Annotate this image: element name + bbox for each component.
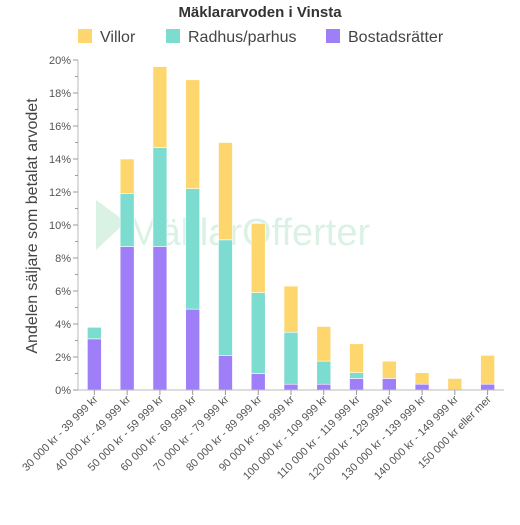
y-tick-label: 4% bbox=[55, 319, 71, 331]
y-tick-label: 2% bbox=[55, 352, 71, 364]
chart-title: Mäklararvoden i Vinsta bbox=[178, 4, 342, 21]
watermark-logo-icon bbox=[96, 200, 126, 250]
bar-segment-radhus-parhus bbox=[119, 193, 135, 247]
bar-segment-bostadsr-tter bbox=[185, 308, 200, 391]
y-tick-label: 18% bbox=[49, 88, 71, 100]
bars bbox=[87, 66, 495, 391]
y-tick-label: 0% bbox=[55, 385, 71, 397]
bar-segment-villor bbox=[185, 79, 200, 190]
bar-segment-bostadsr-tter bbox=[218, 355, 233, 391]
legend-label-bostadsr-tter: Bostadsrätter bbox=[348, 29, 444, 46]
bar-segment-villor bbox=[480, 355, 495, 385]
bar-segment-bostadsr-tter bbox=[250, 373, 266, 391]
bar-segment-bostadsr-tter bbox=[283, 383, 299, 391]
legend-swatch-radhus-parhus bbox=[166, 29, 180, 43]
bar-segment-villor bbox=[382, 360, 397, 379]
bar-segment-bostadsr-tter bbox=[349, 378, 364, 391]
bar-segment-villor bbox=[119, 158, 135, 194]
y-axis-label: Andelen säljare som betalat arvodet bbox=[24, 98, 41, 354]
bar-segment-villor bbox=[152, 66, 168, 148]
legend: Villor Radhus/parhus Bostadsrätter bbox=[78, 29, 444, 46]
bar-segment-bostadsr-tter bbox=[382, 378, 397, 391]
y-axis: 0% 2% 4% 6% 8% 10% 12% 14% 16% 18% 20% bbox=[49, 55, 79, 397]
bar-segment-radhus-parhus bbox=[185, 188, 200, 310]
bar-segment-villor bbox=[316, 326, 332, 362]
bar-segment-bostadsr-tter bbox=[480, 383, 495, 391]
bar-segment-radhus-parhus bbox=[316, 360, 332, 385]
y-tick-label: 14% bbox=[49, 154, 71, 166]
watermark-text: MäklarOfferter bbox=[128, 212, 370, 254]
watermark: MäklarOfferter bbox=[96, 200, 370, 254]
bar-segment-bostadsr-tter bbox=[414, 383, 430, 391]
bar-segment-radhus-parhus bbox=[152, 147, 168, 247]
bar-segment-radhus-parhus bbox=[349, 372, 364, 379]
y-tick-label: 16% bbox=[49, 121, 71, 133]
bar-segment-bostadsr-tter bbox=[119, 246, 135, 391]
bar-segment-villor bbox=[283, 285, 299, 333]
bar-segment-bostadsr-tter bbox=[87, 338, 102, 391]
legend-label-radhus-parhus: Radhus/parhus bbox=[188, 29, 297, 46]
y-tick-label: 12% bbox=[49, 187, 71, 199]
bar-segment-radhus-parhus bbox=[250, 292, 266, 374]
y-tick-label: 20% bbox=[49, 55, 71, 67]
y-tick-label: 8% bbox=[55, 253, 71, 265]
bar-segment-bostadsr-tter bbox=[152, 246, 168, 391]
legend-swatch-bostadsr-tter bbox=[326, 29, 340, 43]
bar-segment-villor bbox=[447, 378, 463, 391]
bar-segment-villor bbox=[250, 223, 266, 293]
legend-label-villor: Villor bbox=[100, 29, 136, 46]
bar-segment-radhus-parhus bbox=[87, 326, 102, 340]
bar-segment-villor bbox=[218, 142, 233, 241]
bar-segment-bostadsr-tter bbox=[316, 383, 332, 391]
bar-segment-radhus-parhus bbox=[218, 239, 233, 356]
legend-swatch-villor bbox=[78, 29, 92, 43]
bar-segment-villor bbox=[414, 372, 430, 385]
y-tick-label: 10% bbox=[49, 220, 71, 232]
bar-segment-villor bbox=[349, 343, 364, 373]
y-tick-label: 6% bbox=[55, 286, 71, 298]
bar-segment-radhus-parhus bbox=[283, 331, 299, 385]
